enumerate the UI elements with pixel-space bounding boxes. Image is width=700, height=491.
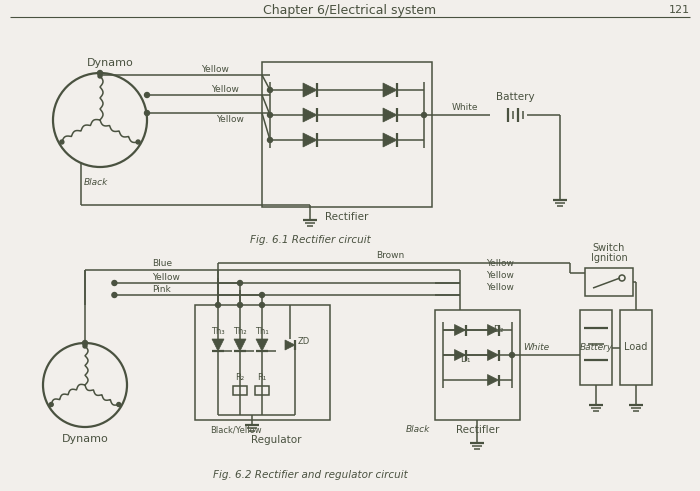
Bar (255, 385, 269, 394)
Text: Battery: Battery (580, 343, 612, 352)
Polygon shape (487, 350, 498, 360)
Circle shape (49, 403, 53, 407)
Text: Yellow: Yellow (486, 283, 514, 293)
Text: 121: 121 (669, 5, 690, 15)
Circle shape (237, 302, 242, 307)
Polygon shape (212, 339, 224, 351)
Circle shape (510, 353, 514, 357)
Text: Ignition: Ignition (591, 253, 627, 263)
Circle shape (60, 140, 64, 144)
Bar (620, 310, 652, 385)
Polygon shape (303, 83, 317, 97)
Circle shape (112, 280, 117, 285)
Circle shape (136, 140, 140, 144)
Circle shape (117, 403, 121, 407)
Text: Yellow: Yellow (216, 114, 244, 124)
Circle shape (267, 112, 272, 117)
Text: Yellow: Yellow (486, 258, 514, 268)
Text: Black: Black (84, 178, 108, 187)
Polygon shape (303, 108, 317, 122)
Polygon shape (383, 108, 397, 122)
Text: White: White (452, 103, 478, 111)
Text: Fig. 6.1 Rectifier circuit: Fig. 6.1 Rectifier circuit (250, 235, 370, 245)
Text: Dynamo: Dynamo (87, 58, 134, 68)
Bar (585, 268, 633, 296)
Circle shape (112, 293, 117, 298)
Bar (233, 385, 247, 394)
Polygon shape (454, 350, 466, 360)
Text: Th₂: Th₂ (233, 327, 247, 335)
Bar (435, 310, 520, 420)
Circle shape (267, 137, 272, 142)
Circle shape (237, 280, 242, 285)
Text: ZD: ZD (298, 336, 310, 346)
Text: Yellow: Yellow (486, 272, 514, 280)
Polygon shape (454, 325, 466, 335)
Text: Regulator: Regulator (251, 435, 301, 445)
Text: R₁: R₁ (258, 374, 267, 382)
Text: Blue: Blue (152, 260, 172, 269)
Circle shape (144, 110, 150, 115)
Text: Yellow: Yellow (201, 64, 229, 74)
Polygon shape (383, 133, 397, 147)
Bar (580, 310, 612, 385)
Text: Chapter 6/Electrical system: Chapter 6/Electrical system (263, 3, 437, 17)
Text: Rectifier: Rectifier (326, 212, 369, 222)
Text: Yellow: Yellow (211, 84, 239, 93)
Circle shape (260, 293, 265, 298)
Text: Pink: Pink (152, 284, 171, 294)
Polygon shape (487, 325, 498, 335)
Text: Fig. 6.2 Rectifier and regulator circuit: Fig. 6.2 Rectifier and regulator circuit (213, 470, 407, 480)
Text: White: White (523, 343, 549, 352)
Text: Load: Load (624, 343, 648, 353)
Text: Th₁: Th₁ (255, 327, 269, 335)
Text: Th₃: Th₃ (211, 327, 225, 335)
Text: Dynamo: Dynamo (62, 434, 108, 444)
Polygon shape (234, 339, 246, 351)
Text: Brown: Brown (376, 251, 404, 261)
Circle shape (83, 340, 88, 346)
Text: Yellow: Yellow (152, 273, 180, 281)
Bar (195, 305, 330, 420)
Circle shape (97, 71, 102, 76)
Text: Battery: Battery (496, 92, 534, 102)
Polygon shape (256, 339, 268, 351)
Text: Switch: Switch (593, 243, 625, 253)
Circle shape (98, 74, 102, 78)
Text: Black: Black (405, 426, 430, 435)
Polygon shape (285, 340, 295, 350)
Circle shape (83, 344, 87, 348)
Polygon shape (383, 83, 397, 97)
Text: Rectifler: Rectifler (456, 425, 499, 435)
Polygon shape (303, 133, 317, 147)
Circle shape (260, 302, 265, 307)
Circle shape (421, 112, 426, 117)
Circle shape (216, 302, 220, 307)
Bar (262, 62, 432, 207)
Text: D₂: D₂ (493, 326, 503, 334)
Text: D₁: D₁ (460, 355, 470, 364)
Circle shape (267, 87, 272, 92)
Text: Black/Yellow: Black/Yellow (210, 426, 262, 435)
Polygon shape (487, 375, 498, 385)
Circle shape (144, 92, 150, 98)
Text: R₂: R₂ (235, 374, 244, 382)
